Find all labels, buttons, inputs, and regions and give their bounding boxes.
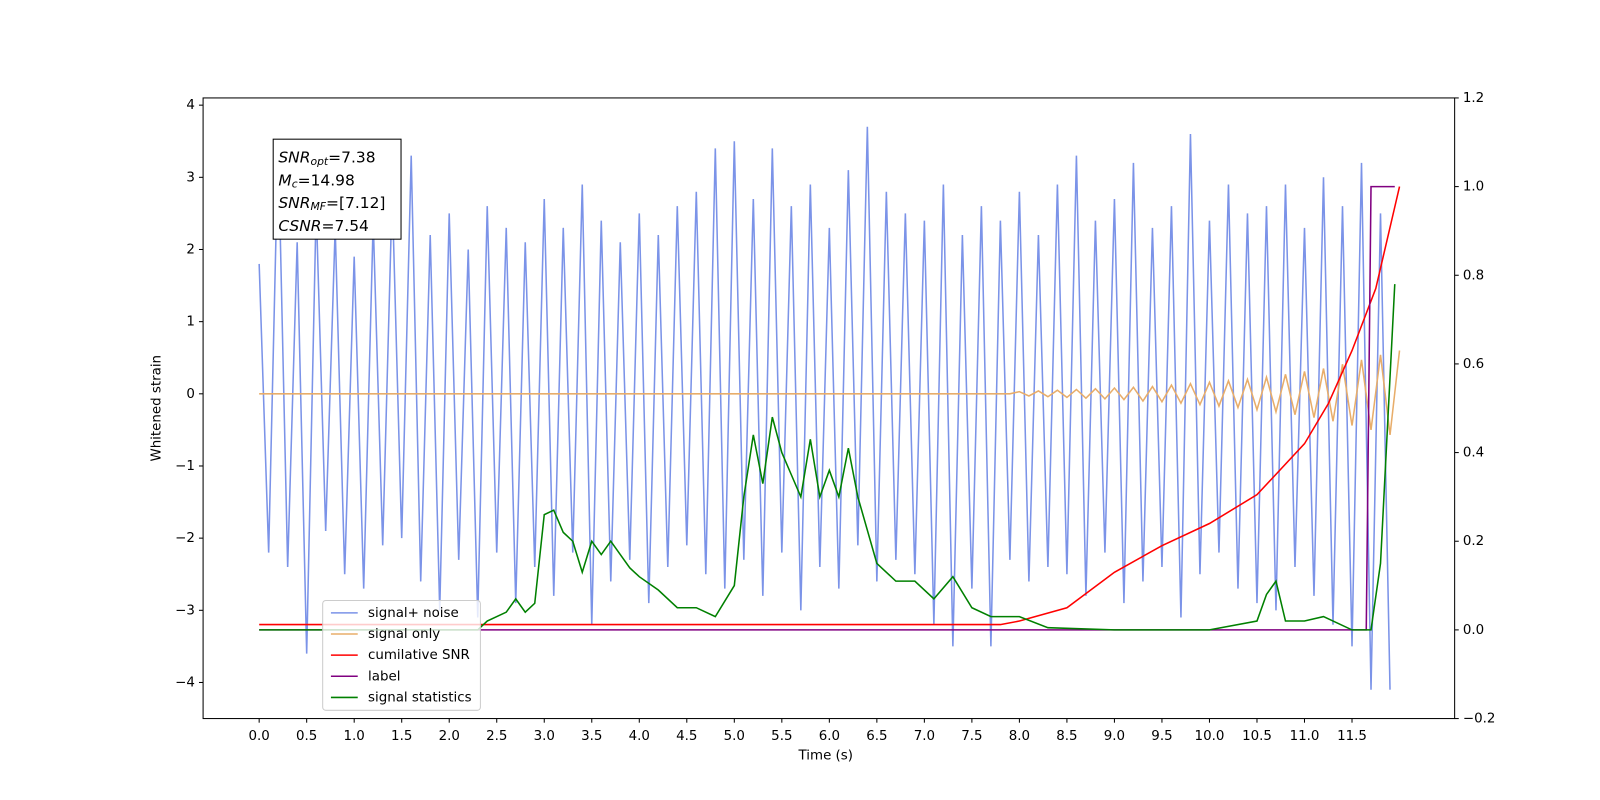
y2-tick-label: 0.8 (1463, 268, 1484, 283)
legend-label: label (368, 669, 400, 684)
legend-label: signal statistics (368, 690, 472, 705)
annotation-line: SNRMF=[7.12] (278, 194, 385, 214)
annotation-value: =7.38 (328, 148, 375, 166)
y2-tick-label: 0.4 (1463, 446, 1484, 461)
y-tick-label: −1 (175, 459, 195, 474)
x-tick-label: 5.5 (771, 729, 792, 744)
y-tick-label: 4 (186, 98, 195, 113)
annotation-symbol: CSNR (278, 216, 321, 234)
x-tick-label: 6.5 (866, 729, 887, 744)
x-tick-label: 4.0 (629, 729, 650, 744)
series-line (258, 126, 1391, 690)
x-tick-label: 1.0 (344, 729, 365, 744)
x-tick-label: 3.5 (581, 729, 602, 744)
series-line (259, 284, 1396, 631)
x-tick-label: 0.0 (249, 729, 270, 744)
x-tick-label: 1.5 (391, 729, 412, 744)
y-tick-label: 2 (186, 242, 195, 257)
x-tick-label: 8.5 (1056, 729, 1077, 744)
series-line (259, 186, 1401, 626)
legend-label: signal+ noise (368, 606, 459, 621)
x-tick-label: 11.0 (1290, 729, 1320, 744)
annotation-symbol: SNR (278, 148, 310, 166)
annotation-subscript: c (292, 178, 298, 191)
y-axis-label: Whitened strain (150, 355, 165, 462)
x-tick-label: 10.5 (1242, 729, 1272, 744)
annotation-box (272, 138, 402, 240)
y2-tick-label: 0.6 (1463, 357, 1484, 372)
x-tick-label: 9.0 (1104, 729, 1125, 744)
x-tick-label: 9.5 (1151, 729, 1172, 744)
x-tick-label: 8.0 (1009, 729, 1030, 744)
legend-label: cumilative SNR (368, 648, 470, 663)
annotation-line: Mc=14.98 (278, 171, 354, 191)
annotation-line: CSNR=7.54 (278, 216, 369, 234)
x-tick-label: 7.5 (961, 729, 982, 744)
series-line (259, 185, 1395, 631)
y-tick-label: −3 (175, 603, 195, 618)
annotation-symbol: M (278, 171, 291, 189)
annotation-value: =14.98 (298, 171, 355, 189)
x-tick-label: 5.0 (724, 729, 745, 744)
x-tick-label: 4.5 (676, 729, 697, 744)
y-tick-label: 0 (186, 387, 195, 402)
x-tick-label: 10.0 (1195, 729, 1225, 744)
annotation-subscript: opt (310, 155, 328, 168)
x-tick-label: 3.0 (534, 729, 555, 744)
annotation-value: =7.54 (322, 216, 369, 234)
annotation-line: SNRopt=7.38 (278, 148, 375, 168)
series-line (259, 350, 1401, 436)
y-tick-label: 3 (186, 170, 195, 185)
annotation-symbol: SNR (278, 194, 310, 212)
y2-tick-label: 1.0 (1463, 180, 1484, 195)
x-axis-label: Time (s) (798, 749, 853, 764)
y2-tick-label: 0.2 (1463, 534, 1484, 549)
x-tick-label: 2.0 (439, 729, 460, 744)
legend-box (322, 599, 481, 711)
y2-tick-label: 0.0 (1463, 623, 1484, 638)
y-tick-label: −2 (175, 531, 195, 546)
x-tick-label: 6.0 (819, 729, 840, 744)
x-tick-label: 2.5 (486, 729, 507, 744)
x-tick-label: 11.5 (1337, 729, 1367, 744)
x-tick-label: 0.5 (296, 729, 317, 744)
x-tick-label: 7.0 (914, 729, 935, 744)
legend-label: signal only (368, 627, 440, 642)
y-tick-label: 1 (186, 315, 195, 330)
legend: signal+ noise signal only cumilative SNR la… (322, 599, 481, 711)
annotation-value: =[7.12] (326, 194, 385, 212)
y-tick-label: −4 (175, 675, 195, 690)
y2-tick-label: 1.2 (1463, 91, 1484, 106)
plot-area (258, 126, 1401, 690)
y2-tick-label: −0.2 (1463, 712, 1496, 727)
annotation-subscript: MF (310, 200, 326, 213)
